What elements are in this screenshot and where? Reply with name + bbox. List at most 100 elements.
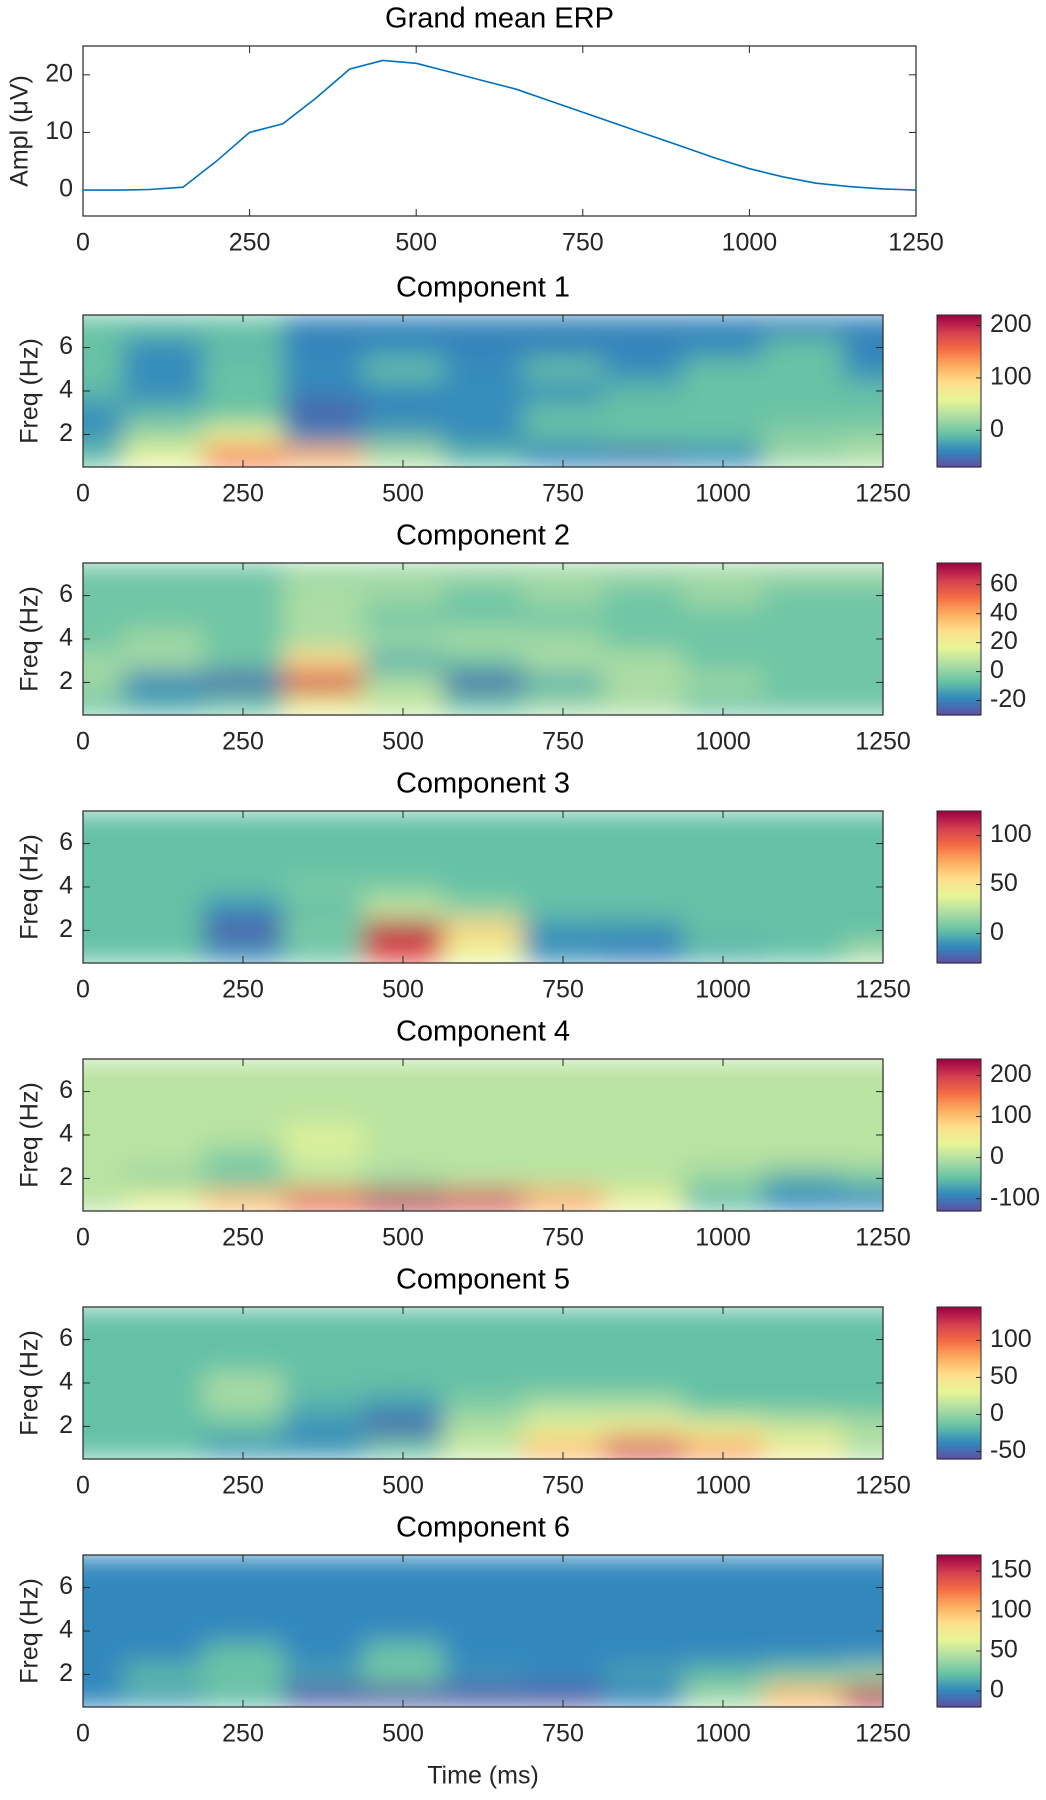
heatmap-cell	[843, 919, 883, 942]
heatmap-cell	[203, 584, 284, 607]
colorbar-segment	[937, 456, 981, 460]
heatmap-cell	[83, 1145, 124, 1169]
colorbar-segment	[937, 388, 981, 392]
colorbar-segment	[937, 1421, 981, 1425]
heatmap-cell	[763, 876, 844, 899]
heatmap-cell	[683, 1124, 764, 1147]
heatmap-cell	[203, 1307, 284, 1330]
colorbar-segment	[937, 894, 981, 898]
colorbar-segment	[937, 1112, 981, 1116]
heatmap-cell	[123, 1059, 204, 1082]
heatmap-cell	[83, 423, 124, 446]
heatmap-cell	[203, 1167, 284, 1190]
heatmap-cell	[363, 315, 444, 338]
colorbar-segment	[937, 1428, 981, 1432]
heatmap-cell	[683, 1620, 764, 1643]
colorbar-segment	[937, 909, 981, 913]
heatmap-cell	[363, 876, 444, 899]
heatmap-cell	[123, 854, 204, 877]
heatmap-cell	[523, 1350, 604, 1373]
y-tick-label: 2	[59, 419, 73, 447]
heatmap-cell	[763, 1393, 844, 1417]
colorbar-segment	[937, 917, 981, 921]
colorbar-segment	[937, 1567, 981, 1571]
colorbar-segment	[937, 950, 981, 954]
colorbar-segment	[937, 368, 981, 372]
y-tick-label: 2	[59, 667, 73, 695]
colorbar-segment	[937, 859, 981, 863]
colorbar-segment	[937, 1562, 981, 1566]
colorbar-tick-label: 0	[990, 415, 1004, 443]
x-tick-label: 250	[222, 1720, 264, 1748]
colorbar-segment	[937, 1188, 981, 1192]
heatmap-cell	[123, 358, 204, 381]
colorbar-segment	[937, 398, 981, 402]
colorbar-segment	[937, 446, 981, 450]
heatmap-cell	[283, 1145, 364, 1169]
x-tick-label: 750	[542, 1720, 584, 1748]
heatmap-cell	[523, 897, 604, 921]
heatmap-cell	[203, 628, 284, 651]
colorbar-segment	[937, 669, 981, 673]
colorbar-segment	[937, 1610, 981, 1614]
heatmap-cell	[443, 1437, 524, 1459]
heatmap-cell	[123, 1372, 204, 1395]
heatmap-cell	[763, 380, 844, 403]
heatmap-cell	[363, 445, 444, 467]
heatmap-cell	[523, 649, 604, 673]
colorbar-segment	[937, 907, 981, 911]
heatmap-cell	[283, 423, 364, 446]
heatmap-cell	[443, 1576, 524, 1599]
chart-title: Component 2	[396, 520, 570, 552]
heatmap-cell	[283, 832, 364, 855]
colorbar-segment	[937, 347, 981, 352]
y-tick-label: 20	[45, 59, 73, 87]
y-tick-label: 6	[59, 580, 73, 608]
heatmap-cell	[763, 584, 844, 607]
heatmap-cell	[203, 1576, 284, 1599]
heatmap-cell	[203, 1350, 284, 1373]
heatmap-cell	[843, 876, 883, 899]
heatmap-cell	[603, 1145, 684, 1169]
heatmap-cell	[83, 1555, 124, 1578]
heatmap-cell	[683, 1415, 764, 1438]
heatmap-cell	[443, 941, 524, 963]
heatmap	[83, 1555, 883, 1707]
heatmap-cell	[763, 628, 844, 651]
colorbar-segment	[937, 1385, 981, 1389]
colorbar-segment	[937, 1666, 981, 1670]
y-axis-label: Freq (Hz)	[16, 338, 44, 444]
heatmap-cell	[603, 1555, 684, 1578]
heatmap-cell	[363, 606, 444, 629]
heatmap-cell	[443, 1328, 524, 1351]
heatmap-cell	[283, 563, 364, 586]
colorbar-segment	[937, 626, 981, 630]
colorbar-segment	[937, 426, 981, 430]
heatmap-cell	[283, 1415, 364, 1438]
heatmap-cell	[363, 1080, 444, 1103]
colorbar-segment	[937, 413, 981, 417]
heatmap-cell	[443, 445, 524, 467]
heatmap-cell	[523, 336, 604, 359]
colorbar-segment	[937, 1167, 981, 1172]
heatmap-cell	[363, 358, 444, 381]
heatmap-cell	[363, 1393, 444, 1417]
x-tick-label: 0	[76, 728, 90, 756]
x-tick-label: 500	[382, 1720, 424, 1748]
heatmap-cell	[363, 941, 444, 963]
heatmap-cell	[763, 854, 844, 877]
heatmap-cell	[843, 1350, 883, 1373]
x-tick-label: 0	[76, 480, 90, 508]
heatmap-cell	[203, 445, 284, 467]
colorbar-segment	[937, 1362, 981, 1366]
heatmap-cell	[843, 358, 883, 381]
heatmap-cell	[603, 1641, 684, 1665]
heatmap-cell	[523, 1328, 604, 1351]
colorbar-segment	[937, 836, 981, 840]
heatmap-cell	[683, 628, 764, 651]
heatmap-cell	[843, 1167, 883, 1190]
colorbar-segment	[937, 912, 981, 916]
colorbar-tick-label: 100	[990, 1101, 1032, 1129]
colorbar-segment	[937, 565, 981, 569]
colorbar-frame	[936, 1306, 982, 1460]
